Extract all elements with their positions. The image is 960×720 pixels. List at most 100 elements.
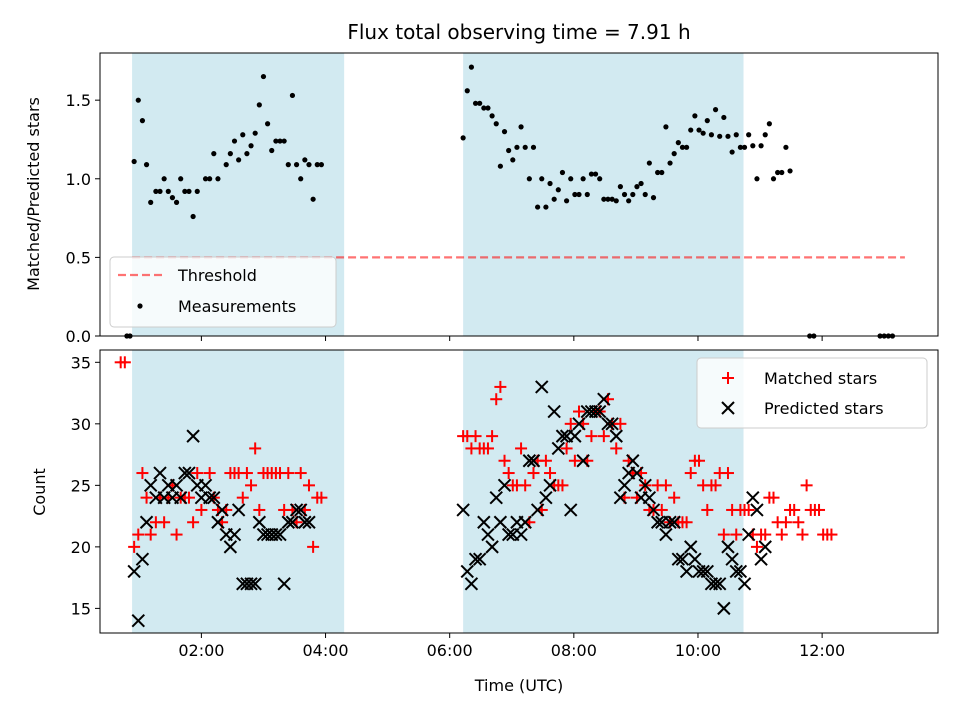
matched-star-marker xyxy=(792,516,805,529)
matched-star-marker xyxy=(560,442,573,455)
measurement-point xyxy=(202,176,209,182)
matched-star-marker xyxy=(668,491,681,504)
matched-star-marker xyxy=(140,491,153,504)
measurement-point xyxy=(293,162,300,168)
measurement-point xyxy=(161,176,167,182)
predicted-star-marker xyxy=(182,466,196,480)
predicted-star-marker xyxy=(530,503,545,517)
predicted-star-marker xyxy=(211,515,225,529)
matched-star-marker xyxy=(527,467,540,480)
y-tick-label: 0.5 xyxy=(66,248,91,267)
predicted-star-marker xyxy=(281,515,295,529)
predicted-star-marker xyxy=(518,515,532,529)
predicted-star-marker xyxy=(298,515,312,529)
matched-star-marker xyxy=(717,528,730,541)
measurement-point xyxy=(481,105,487,111)
top-ylabel: Matched/Predicted stars xyxy=(24,97,43,291)
measurement-point xyxy=(506,147,512,154)
measurement-point xyxy=(717,133,723,139)
matched-star-marker xyxy=(767,491,780,504)
y-tick-label: 0.0 xyxy=(66,327,91,346)
predicted-star-marker xyxy=(289,503,304,517)
predicted-star-marker xyxy=(717,601,731,616)
matched-star-marker xyxy=(245,479,258,492)
matched-star-marker xyxy=(170,528,183,541)
measurement-point xyxy=(240,132,246,138)
predicted-star-marker xyxy=(285,515,300,529)
predicted-star-marker xyxy=(700,564,714,579)
measurement-point xyxy=(501,129,508,135)
matched-star-marker xyxy=(240,467,253,480)
predicted-star-marker xyxy=(754,552,768,566)
measurement-point xyxy=(758,143,764,149)
matched-star-marker xyxy=(191,467,204,480)
measurement-point xyxy=(692,113,698,119)
matched-star-marker xyxy=(236,491,249,504)
predicted-star-marker xyxy=(273,527,287,542)
matched-star-marker xyxy=(539,454,552,467)
measurement-point xyxy=(671,151,677,157)
measurement-point xyxy=(165,188,171,194)
measurement-point xyxy=(526,176,532,182)
measurement-point xyxy=(269,147,275,154)
predicted-star-marker xyxy=(642,490,657,505)
predicted-star-marker xyxy=(198,478,213,493)
bottom-legend: Matched stars Predicted stars xyxy=(696,357,928,429)
measurement-point xyxy=(207,176,213,182)
y-tick-label: 20 xyxy=(71,538,91,557)
measurement-point xyxy=(626,198,632,204)
measurement-point xyxy=(468,64,475,70)
bottom-axes-frame xyxy=(99,349,939,634)
measurement-point xyxy=(696,127,702,133)
measurement-point xyxy=(260,73,267,80)
measurement-point xyxy=(667,160,673,166)
matched-star-marker xyxy=(187,516,200,529)
measurement-point xyxy=(642,191,648,198)
predicted-star-marker xyxy=(468,552,483,566)
x-tick-label: 04:00 xyxy=(302,641,348,660)
predicted-star-marker xyxy=(679,564,694,579)
predicted-star-marker xyxy=(227,527,242,542)
matched-star-marker xyxy=(118,356,131,369)
predicted-star-marker xyxy=(638,478,652,493)
matched-star-marker xyxy=(796,528,809,541)
predicted-star-marker xyxy=(535,380,549,394)
predicted-star-marker xyxy=(671,552,686,566)
matched-star-marker xyxy=(307,540,320,553)
matched-star-marker xyxy=(701,503,714,516)
measurement-point xyxy=(252,130,258,136)
top-legend-box xyxy=(109,256,337,328)
predicted-star-marker xyxy=(539,490,553,505)
matched-star-marker xyxy=(253,503,266,516)
predicted-star-marker xyxy=(630,466,644,480)
bottom-xlabel: Time (UTC) xyxy=(474,676,563,695)
measurement-point xyxy=(634,184,640,190)
measurement-point xyxy=(535,204,541,210)
bottom-legend-box xyxy=(696,357,928,429)
matched-star-marker xyxy=(709,479,722,492)
measurement-point xyxy=(779,169,785,176)
matched-star-marker xyxy=(494,380,507,393)
measurement-point xyxy=(555,187,561,193)
bottom-ylabel: Count xyxy=(30,468,49,516)
predicted-star-marker xyxy=(231,503,246,517)
measurement-point xyxy=(572,191,578,198)
legend-threshold-label: Threshold xyxy=(177,266,257,285)
measurement-point xyxy=(551,196,557,202)
measurement-point xyxy=(194,188,200,194)
measurement-point xyxy=(131,158,137,165)
matched-star-marker xyxy=(128,540,141,553)
measurement-point xyxy=(663,124,669,130)
x-tick-label: 08:00 xyxy=(551,641,597,660)
measurement-point xyxy=(178,176,184,182)
y-tick-label: 1.0 xyxy=(66,170,91,189)
measurement-point xyxy=(543,204,549,210)
matched-star-marker xyxy=(544,467,557,480)
predicted-star-marker xyxy=(481,527,495,542)
measurement-point xyxy=(787,168,793,174)
predicted-star-marker xyxy=(252,515,267,529)
matched-star-marker xyxy=(825,528,838,541)
measurement-point xyxy=(655,169,661,176)
measurement-point xyxy=(609,196,615,202)
measurement-point xyxy=(721,114,727,121)
